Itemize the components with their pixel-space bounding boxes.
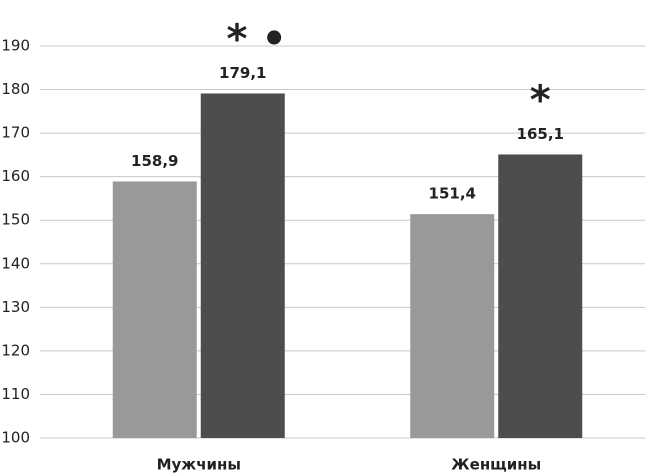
x-tick-label: Женщины xyxy=(451,456,541,474)
y-tick-label: 100 xyxy=(1,429,30,447)
y-tick-label: 130 xyxy=(1,298,30,316)
y-tick-label: 150 xyxy=(1,211,30,229)
value-label: 151,4 xyxy=(429,185,476,203)
y-tick-label: 190 xyxy=(1,37,30,55)
y-tick-label: 110 xyxy=(1,385,30,403)
bar xyxy=(410,214,495,438)
y-tick-label: 140 xyxy=(1,254,30,272)
value-label: 165,1 xyxy=(517,125,564,143)
y-tick-label: 180 xyxy=(1,80,30,98)
value-label: 158,9 xyxy=(131,152,178,170)
bar xyxy=(498,154,583,438)
bar xyxy=(200,93,285,438)
bar xyxy=(112,181,197,439)
y-tick-label: 120 xyxy=(1,341,30,359)
value-label: 179,1 xyxy=(219,64,266,82)
annotation: * xyxy=(530,77,551,123)
y-tick-label: 170 xyxy=(1,124,30,142)
annotation: * • xyxy=(227,16,287,62)
x-tick-label: Мужчины xyxy=(157,456,241,474)
y-tick-label: 160 xyxy=(1,167,30,185)
